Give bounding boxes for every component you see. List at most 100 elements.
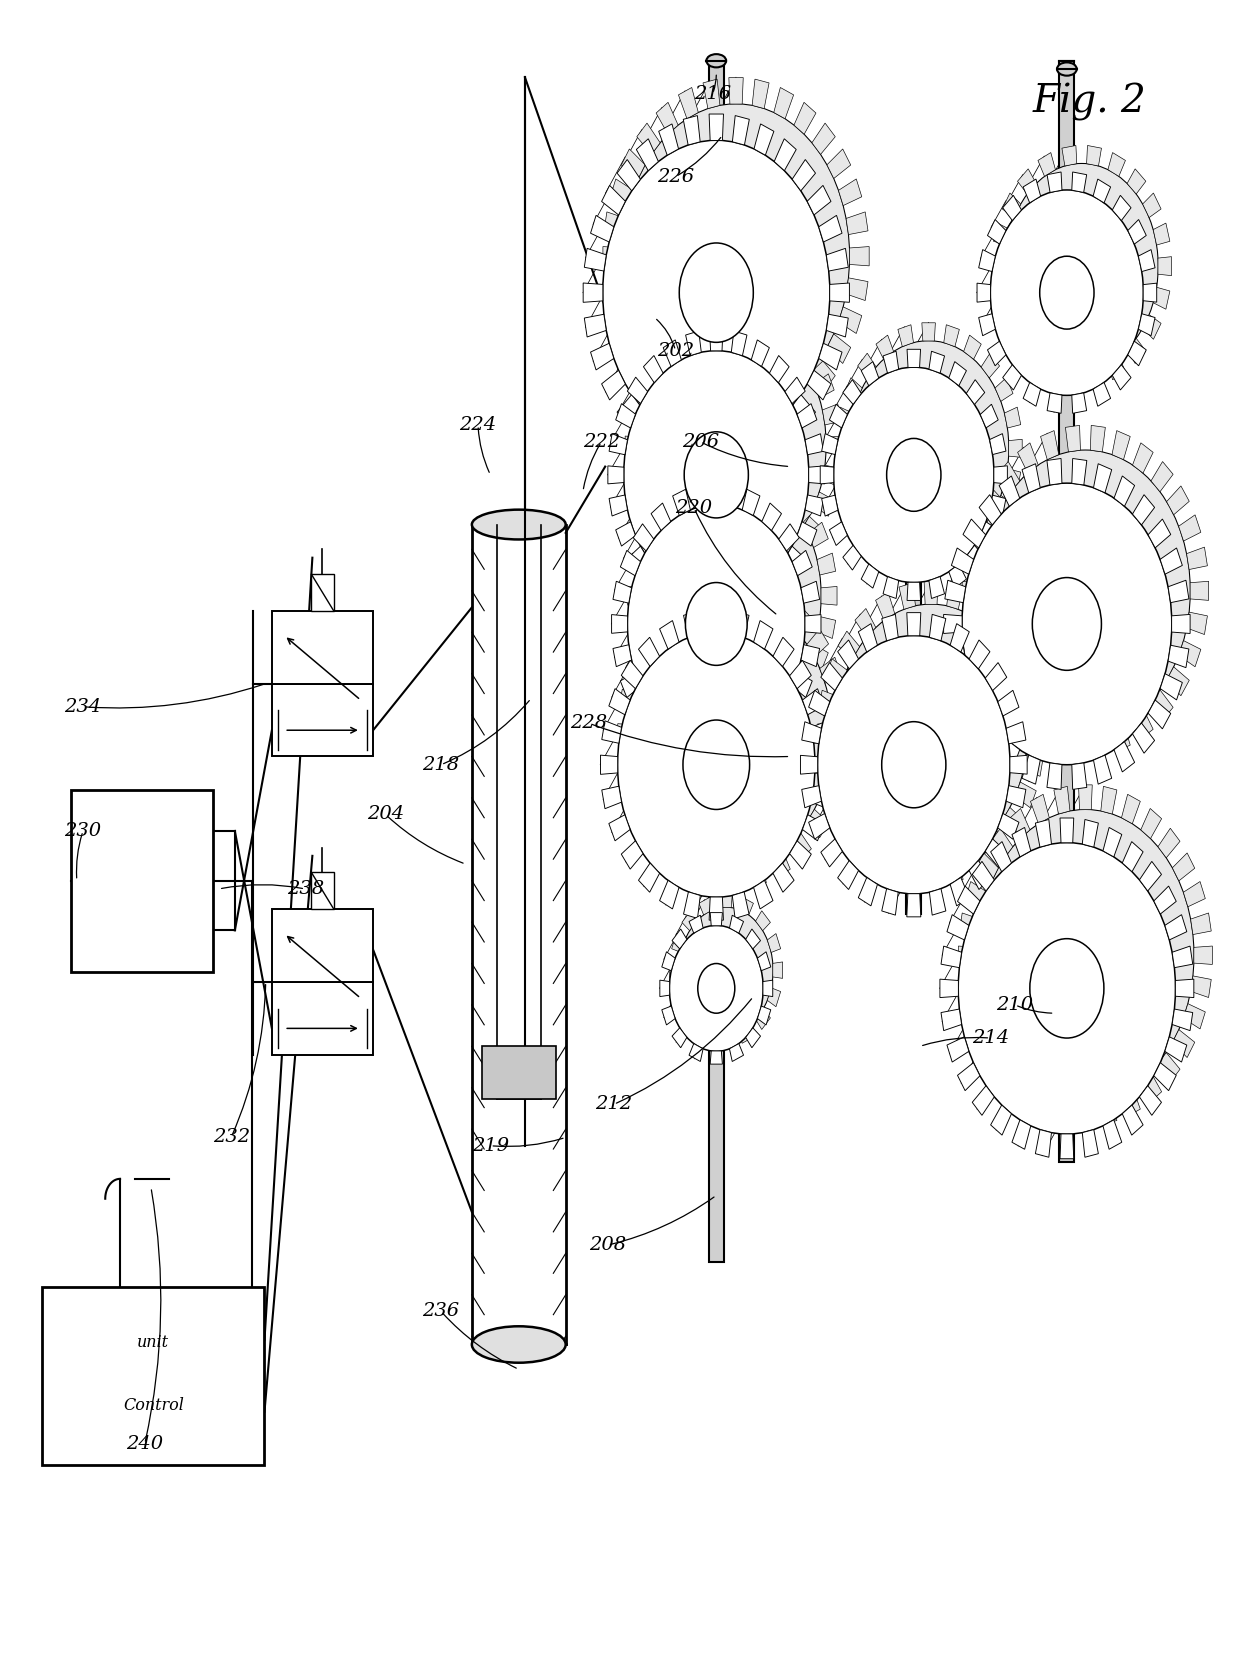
Polygon shape <box>773 962 782 979</box>
Polygon shape <box>272 909 373 982</box>
Polygon shape <box>1187 547 1208 570</box>
Polygon shape <box>590 216 614 243</box>
Polygon shape <box>1172 1009 1193 1030</box>
Polygon shape <box>618 723 635 743</box>
Polygon shape <box>828 755 848 778</box>
Polygon shape <box>682 911 697 931</box>
Polygon shape <box>940 979 959 997</box>
Polygon shape <box>601 371 625 401</box>
Circle shape <box>1006 163 1158 369</box>
Polygon shape <box>1071 763 1086 789</box>
Circle shape <box>644 477 821 715</box>
Polygon shape <box>807 186 831 214</box>
Polygon shape <box>42 1286 264 1466</box>
Text: 232: 232 <box>212 1128 249 1147</box>
Polygon shape <box>1132 708 1153 740</box>
Polygon shape <box>844 377 862 402</box>
Polygon shape <box>636 138 658 171</box>
Polygon shape <box>830 283 849 302</box>
Polygon shape <box>972 1085 994 1115</box>
Polygon shape <box>817 617 836 638</box>
Polygon shape <box>802 721 821 745</box>
Polygon shape <box>1127 170 1146 194</box>
Polygon shape <box>906 401 921 914</box>
Polygon shape <box>826 435 842 454</box>
Polygon shape <box>946 858 963 884</box>
Polygon shape <box>970 515 992 542</box>
Polygon shape <box>1101 786 1117 814</box>
Polygon shape <box>930 615 946 642</box>
Text: 212: 212 <box>595 1095 632 1114</box>
Polygon shape <box>1172 1029 1195 1057</box>
Polygon shape <box>604 211 626 234</box>
Polygon shape <box>977 283 991 302</box>
Text: 224: 224 <box>460 416 496 434</box>
Polygon shape <box>672 987 684 1007</box>
Polygon shape <box>1164 914 1187 941</box>
Polygon shape <box>966 1004 987 1029</box>
Polygon shape <box>682 1009 697 1029</box>
Polygon shape <box>883 351 899 374</box>
Polygon shape <box>1143 283 1157 302</box>
Polygon shape <box>686 593 702 618</box>
Polygon shape <box>755 911 770 931</box>
Polygon shape <box>1006 786 1025 808</box>
Polygon shape <box>743 489 760 515</box>
Polygon shape <box>621 841 644 869</box>
Polygon shape <box>986 839 1007 868</box>
Polygon shape <box>854 829 875 858</box>
Polygon shape <box>797 404 817 429</box>
Polygon shape <box>962 582 981 600</box>
Polygon shape <box>1194 946 1213 964</box>
Polygon shape <box>861 362 879 386</box>
Polygon shape <box>1112 196 1131 221</box>
Polygon shape <box>1153 288 1169 309</box>
Polygon shape <box>945 580 966 603</box>
Polygon shape <box>991 1052 1013 1082</box>
Polygon shape <box>875 336 894 359</box>
Polygon shape <box>1122 841 1143 871</box>
Polygon shape <box>906 349 920 367</box>
Polygon shape <box>1151 462 1173 492</box>
Polygon shape <box>609 495 627 515</box>
Polygon shape <box>930 889 946 916</box>
Polygon shape <box>906 582 920 600</box>
Polygon shape <box>966 545 985 570</box>
Polygon shape <box>861 563 879 588</box>
Polygon shape <box>1054 786 1070 814</box>
Polygon shape <box>619 690 639 711</box>
Polygon shape <box>656 831 677 861</box>
Polygon shape <box>982 485 1004 515</box>
Polygon shape <box>950 623 970 652</box>
Polygon shape <box>711 1050 723 1064</box>
Polygon shape <box>966 379 985 404</box>
Polygon shape <box>722 741 735 765</box>
Polygon shape <box>1172 615 1190 633</box>
Polygon shape <box>672 934 684 952</box>
Ellipse shape <box>1056 63 1076 76</box>
Polygon shape <box>733 440 749 470</box>
Text: 210: 210 <box>997 996 1034 1014</box>
Polygon shape <box>838 307 862 334</box>
Polygon shape <box>727 578 740 602</box>
Polygon shape <box>749 563 764 588</box>
Circle shape <box>1039 256 1094 329</box>
Polygon shape <box>670 962 680 979</box>
Polygon shape <box>1018 708 1038 740</box>
Text: 222: 222 <box>583 432 620 450</box>
Circle shape <box>670 926 763 1052</box>
Circle shape <box>618 632 815 897</box>
Text: 226: 226 <box>657 168 694 186</box>
Polygon shape <box>601 786 621 809</box>
Circle shape <box>1048 906 1122 1006</box>
Polygon shape <box>1023 179 1040 203</box>
Polygon shape <box>619 755 639 778</box>
Circle shape <box>683 720 750 809</box>
Circle shape <box>702 402 765 489</box>
Polygon shape <box>1071 171 1086 193</box>
Polygon shape <box>1094 382 1111 406</box>
Polygon shape <box>849 246 869 266</box>
Polygon shape <box>1158 828 1180 858</box>
Polygon shape <box>634 696 653 725</box>
Polygon shape <box>1047 171 1061 193</box>
